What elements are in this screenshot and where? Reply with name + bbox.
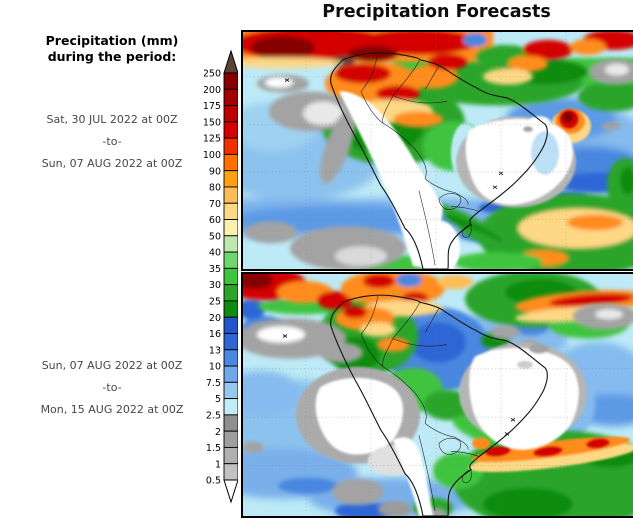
forecast-map-period-1 — [241, 30, 633, 271]
colorbar-tick-label: 60 — [209, 215, 221, 226]
colorbar-tick-label: 100 — [204, 150, 221, 161]
colorbar-tick-label: 125 — [204, 134, 221, 145]
forecast-map-period-2 — [241, 272, 633, 518]
colorbar-tick-label: 2.5 — [206, 410, 221, 421]
legend-title-line2: during the period: — [47, 49, 177, 64]
colorbar-segment — [223, 333, 239, 351]
period-1-start: Sat, 30 JUL 2022 at 00Z — [46, 113, 178, 126]
color-scale-svg: 2502001751501251009080706050403530252016… — [203, 49, 239, 504]
colorbar-tick-label: 0.5 — [206, 476, 221, 487]
colorbar-segment — [223, 414, 239, 432]
map-1-gridlines — [243, 32, 633, 269]
colorbar-segment — [223, 446, 239, 465]
map-2-canvas — [243, 274, 633, 516]
period-2-end: Mon, 15 AUG 2022 at 00Z — [40, 403, 184, 416]
colorbar-segment — [223, 137, 239, 155]
map-1-coastline — [330, 52, 548, 269]
colorbar-tick-label: 35 — [209, 264, 221, 275]
colorbar-tick-label: 1.5 — [206, 443, 221, 454]
colorbar-segment — [223, 202, 239, 220]
legend-title-line1: Precipitation (mm) — [45, 33, 179, 48]
colorbar-tick-label: 40 — [209, 248, 221, 259]
colorbar-segment — [223, 153, 239, 172]
colorbar-segment — [223, 235, 239, 253]
colorbar-segment — [223, 284, 239, 302]
colorbar-tick-label: 25 — [209, 297, 221, 308]
colorbar-segment — [223, 88, 239, 107]
colorbar-tick-label: 80 — [209, 183, 221, 194]
colorbar-tick-label: 5 — [215, 394, 221, 405]
colorbar-tick-label: 10 — [209, 362, 221, 373]
colorbar-tick-label: 30 — [209, 280, 221, 291]
map-1-country-borders — [360, 53, 480, 266]
colorbar-tick-label: 16 — [209, 329, 221, 340]
period-1-separator: -to- — [102, 135, 122, 148]
colorbar-tick-label: 1 — [215, 459, 221, 470]
map-1-gray-dry-patches — [245, 58, 633, 269]
colorbar-segment — [223, 365, 239, 383]
period-1-label: Sat, 30 JUL 2022 at 00Z -to- Sun, 07 AUG… — [7, 109, 217, 175]
map-2-station-markers — [282, 334, 516, 436]
colorbar-tick-label: 50 — [209, 231, 221, 242]
colorbar-segment — [223, 381, 239, 400]
map-1-canvas — [243, 32, 633, 269]
map-1-station-markers — [284, 78, 504, 190]
map-2-gray-dry-patches — [243, 303, 633, 516]
colorbar-segment — [223, 121, 239, 139]
map-2-southeast-front-band — [468, 436, 633, 472]
period-1-end: Sun, 07 AUG 2022 at 00Z — [41, 157, 183, 170]
colorbar-tick-label: 250 — [204, 69, 221, 80]
colorbar-segment — [223, 430, 239, 448]
colorbar-segment — [223, 170, 239, 188]
map-2-dry-white-zones — [296, 342, 587, 516]
colorbar-tick-label: 7.5 — [206, 378, 221, 389]
colorbar-tick-label: 90 — [209, 166, 221, 177]
map-2-coastline — [330, 294, 548, 516]
colorbar-segment — [223, 186, 239, 204]
colorbar-tick-label: 175 — [204, 101, 221, 112]
map-2-country-borders — [360, 296, 480, 512]
colorbar-segment — [223, 251, 239, 269]
colorbar-segment — [223, 219, 239, 237]
legend-title: Precipitation (mm) during the period: — [14, 33, 210, 65]
colorbar-tick-label: 70 — [209, 199, 221, 210]
map-2-gridlines — [243, 274, 633, 516]
colorbar-tick-label: 13 — [209, 345, 221, 356]
colorbar-segment — [223, 316, 239, 334]
period-2-separator: -to- — [102, 381, 122, 394]
page-title: Precipitation Forecasts — [322, 2, 551, 22]
period-2-start: Sun, 07 AUG 2022 at 00Z — [41, 359, 183, 372]
colorbar-segment — [223, 72, 239, 90]
colorbar-above-max-arrow — [223, 49, 239, 74]
color-scale: 250 200 175 150 125 100 90 80 70 60 50 40 35 30 25 20 16… — [203, 49, 239, 510]
colorbar-segment — [223, 349, 239, 367]
colorbar-segment — [223, 267, 239, 286]
colorbar-tick-label: 20 — [209, 313, 221, 324]
colorbar-below-min-arrow — [223, 479, 239, 504]
colorbar-segment — [223, 300, 239, 318]
colorbar-tick-label: 2 — [215, 427, 221, 438]
colorbar-segment — [223, 463, 239, 481]
colorbar-tick-label: 150 — [204, 117, 221, 128]
colorbar-segment — [223, 105, 239, 123]
colorbar-tick-label: 200 — [204, 85, 221, 96]
colorbar-segment — [223, 398, 239, 416]
period-2-label: Sun, 07 AUG 2022 at 00Z -to- Mon, 15 AUG… — [7, 355, 217, 421]
